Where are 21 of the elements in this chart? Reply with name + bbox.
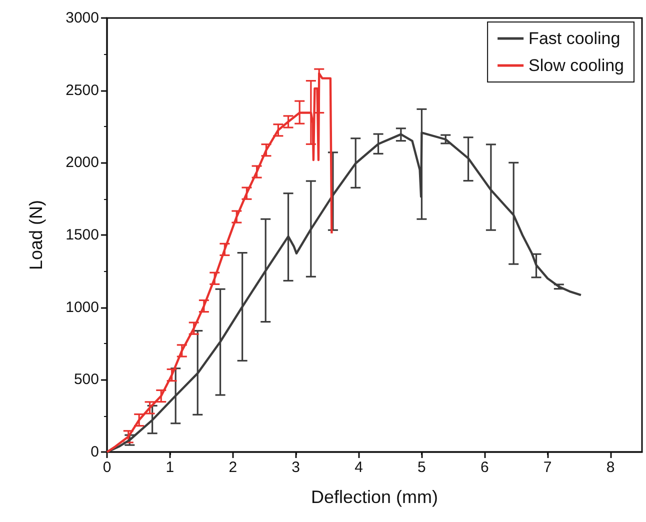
- line-series: [106, 72, 333, 454]
- x-tick-label: 0: [102, 459, 112, 476]
- x-tick-label: 7: [543, 459, 552, 476]
- y-tick-label: 1000: [66, 298, 99, 316]
- x-tick-label: 6: [480, 459, 489, 476]
- x-tick-label: 2: [228, 459, 238, 476]
- x-tick-label: 3: [292, 459, 300, 476]
- y-tick-label: 3000: [66, 10, 99, 26]
- y-tick-label: 1500: [66, 226, 99, 244]
- y-tick-label: 0: [90, 444, 99, 460]
- x-axis-title: Deflection (mm): [310, 487, 438, 507]
- legend-label: Fast cooling: [528, 29, 620, 48]
- legend-label: Slow cooling: [528, 56, 624, 75]
- x-tick-label: 8: [606, 459, 615, 476]
- y-tick-label: 2000: [66, 154, 99, 172]
- y-tick-label: 2500: [66, 82, 99, 99]
- x-tick-label: 5: [418, 459, 426, 476]
- x-tick-label: 1: [166, 459, 174, 476]
- x-tick-label: 4: [354, 459, 363, 476]
- y-axis-title: Load (N): [26, 200, 46, 270]
- y-tick-label: 500: [74, 371, 99, 388]
